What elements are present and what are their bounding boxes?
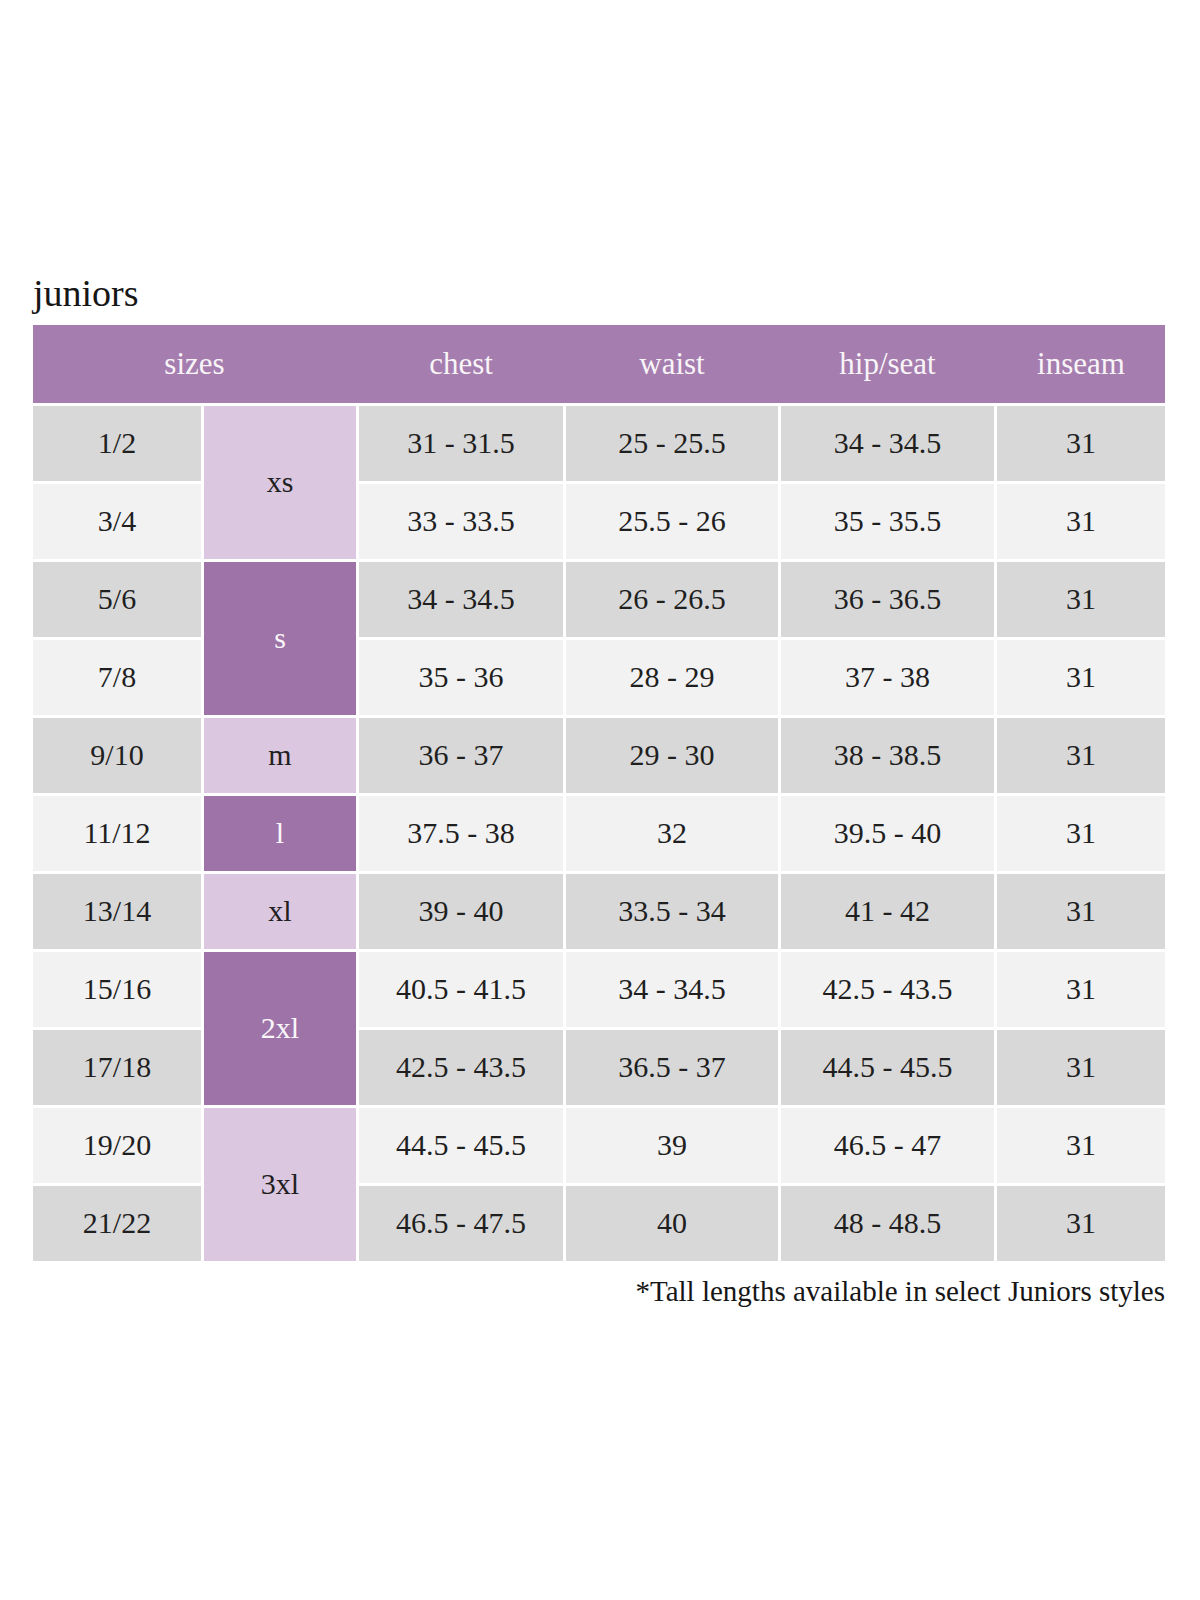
hip-seat-cell: 42.5 - 43.5 — [781, 952, 994, 1027]
hip-seat-cell: 37 - 38 — [781, 640, 994, 715]
waist-cell: 26 - 26.5 — [566, 562, 778, 637]
waist-cell: 39 — [566, 1108, 778, 1183]
size-cell: 17/18 — [33, 1030, 201, 1105]
hip-seat-cell: 36 - 36.5 — [781, 562, 994, 637]
waist-cell: 29 - 30 — [566, 718, 778, 793]
chest-cell: 35 - 36 — [359, 640, 563, 715]
inseam-cell: 31 — [997, 1108, 1165, 1183]
inseam-cell: 31 — [997, 796, 1165, 871]
column-header-sizes: sizes — [33, 325, 356, 403]
chest-cell: 37.5 - 38 — [359, 796, 563, 871]
size-group-cell-2xl: 2xl — [204, 952, 356, 1105]
chest-cell: 39 - 40 — [359, 874, 563, 949]
juniors-size-table: sizes chest waist hip/seat inseam 1/2 xs… — [33, 325, 1165, 1261]
size-chart-page: juniors sizes chest waist hip/seat insea… — [0, 0, 1165, 1308]
waist-cell: 28 - 29 — [566, 640, 778, 715]
size-group-cell-m: m — [204, 718, 356, 793]
size-cell: 11/12 — [33, 796, 201, 871]
hip-seat-cell: 48 - 48.5 — [781, 1186, 994, 1261]
chest-cell: 46.5 - 47.5 — [359, 1186, 563, 1261]
waist-cell: 34 - 34.5 — [566, 952, 778, 1027]
size-cell: 15/16 — [33, 952, 201, 1027]
column-header-inseam: inseam — [997, 325, 1165, 403]
size-cell: 13/14 — [33, 874, 201, 949]
size-group-cell-s: s — [204, 562, 356, 715]
hip-seat-cell: 39.5 - 40 — [781, 796, 994, 871]
inseam-cell: 31 — [997, 484, 1165, 559]
hip-seat-cell: 34 - 34.5 — [781, 406, 994, 481]
chest-cell: 34 - 34.5 — [359, 562, 563, 637]
size-group-cell-xl: xl — [204, 874, 356, 949]
chest-cell: 40.5 - 41.5 — [359, 952, 563, 1027]
chest-cell: 44.5 - 45.5 — [359, 1108, 563, 1183]
size-cell: 3/4 — [33, 484, 201, 559]
inseam-cell: 31 — [997, 718, 1165, 793]
inseam-cell: 31 — [997, 406, 1165, 481]
inseam-cell: 31 — [997, 640, 1165, 715]
column-header-waist: waist — [566, 325, 778, 403]
hip-seat-cell: 41 - 42 — [781, 874, 994, 949]
waist-cell: 32 — [566, 796, 778, 871]
size-cell: 5/6 — [33, 562, 201, 637]
inseam-cell: 31 — [997, 1030, 1165, 1105]
column-header-chest: chest — [359, 325, 563, 403]
size-cell: 1/2 — [33, 406, 201, 481]
size-cell: 7/8 — [33, 640, 201, 715]
hip-seat-cell: 35 - 35.5 — [781, 484, 994, 559]
inseam-cell: 31 — [997, 952, 1165, 1027]
waist-cell: 36.5 - 37 — [566, 1030, 778, 1105]
tall-lengths-footnote: *Tall lengths available in select Junior… — [33, 1275, 1165, 1308]
chest-cell: 31 - 31.5 — [359, 406, 563, 481]
inseam-cell: 31 — [997, 562, 1165, 637]
size-cell: 21/22 — [33, 1186, 201, 1261]
hip-seat-cell: 38 - 38.5 — [781, 718, 994, 793]
size-group-cell-xs: xs — [204, 406, 356, 559]
inseam-cell: 31 — [997, 874, 1165, 949]
waist-cell: 33.5 - 34 — [566, 874, 778, 949]
size-cell: 9/10 — [33, 718, 201, 793]
size-group-cell-3xl: 3xl — [204, 1108, 356, 1261]
hip-seat-cell: 44.5 - 45.5 — [781, 1030, 994, 1105]
chest-cell: 33 - 33.5 — [359, 484, 563, 559]
table-header-row: sizes chest waist hip/seat inseam — [33, 325, 1165, 403]
chest-cell: 42.5 - 43.5 — [359, 1030, 563, 1105]
table-body: 1/2 xs 31 - 31.5 25 - 25.5 34 - 34.5 31 … — [33, 406, 1165, 1261]
waist-cell: 25.5 - 26 — [566, 484, 778, 559]
column-header-hip-seat: hip/seat — [781, 325, 994, 403]
chest-cell: 36 - 37 — [359, 718, 563, 793]
hip-seat-cell: 46.5 - 47 — [781, 1108, 994, 1183]
waist-cell: 40 — [566, 1186, 778, 1261]
size-cell: 19/20 — [33, 1108, 201, 1183]
waist-cell: 25 - 25.5 — [566, 406, 778, 481]
page-title: juniors — [33, 272, 1165, 316]
size-group-cell-l: l — [204, 796, 356, 871]
inseam-cell: 31 — [997, 1186, 1165, 1261]
